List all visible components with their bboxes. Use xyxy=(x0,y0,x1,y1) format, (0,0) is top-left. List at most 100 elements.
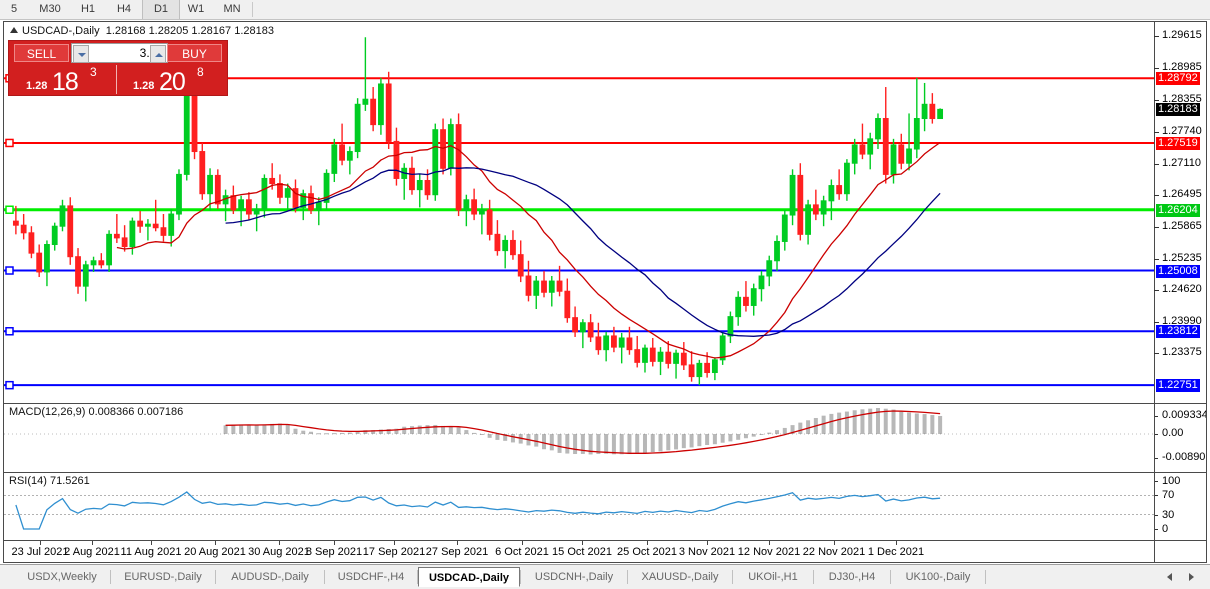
buy-button[interactable]: BUY xyxy=(167,44,222,62)
time-tick-label: 15 Oct 2021 xyxy=(552,546,612,558)
tabs-scroll-right-button[interactable] xyxy=(1186,571,1198,583)
buy-price-quote[interactable]: 1.28 20 8 xyxy=(119,65,224,96)
chart-tab-usdcnh-daily[interactable]: USDCNH-,Daily xyxy=(534,571,614,583)
hline-support-2[interactable] xyxy=(4,327,1154,336)
candle xyxy=(121,225,128,252)
chart-tab-usdx-weekly[interactable]: USDX,Weekly xyxy=(27,571,97,583)
macd-tick-label: 0.00 xyxy=(1162,427,1184,439)
price-tag-blue[interactable]: 1.22751 xyxy=(1156,379,1200,393)
timeframe-5[interactable]: 5 xyxy=(10,3,18,15)
timeframe-d1[interactable]: D1 xyxy=(142,0,180,19)
hline-resistance-2[interactable] xyxy=(4,138,1154,148)
timeframe-m30[interactable]: M30 xyxy=(39,3,61,15)
volume-stepper[interactable]: 3.00 xyxy=(71,43,168,63)
candle xyxy=(611,326,617,353)
hline-support-1[interactable] xyxy=(4,266,1154,275)
collapse-triangle-icon[interactable] xyxy=(10,27,18,33)
chart-tab-dj30-h4[interactable]: DJ30-,H4 xyxy=(828,571,876,583)
chart-tab-usdcad-daily[interactable]: USDCAD-,Daily xyxy=(418,567,520,587)
rsi-tick-label: 30 xyxy=(1162,508,1175,521)
chart-tab-ukoil-h1[interactable]: UKOil-,H1 xyxy=(748,571,798,583)
time-tick xyxy=(582,541,583,545)
price-tick xyxy=(1154,131,1159,133)
macd-pane[interactable]: MACD(12,26,9) 0.008366 0.007186 0.009334… xyxy=(4,403,1206,472)
timeframe-h1[interactable]: H1 xyxy=(80,3,96,15)
chart-symbol-label: USDCAD-,Daily xyxy=(22,25,100,37)
one-click-trading-panel[interactable]: SELL 3.00 BUY 1.28 18 3 1.28 20 8 xyxy=(8,40,228,96)
price-tag-green[interactable]: 1.26204 xyxy=(1156,203,1200,217)
time-tick-label: 11 Aug 2021 xyxy=(120,546,182,558)
time-tick xyxy=(896,541,897,545)
chart-tab-xauusd-daily[interactable]: XAUUSD-,Daily xyxy=(641,571,719,583)
macd-tick xyxy=(1154,434,1158,435)
candle xyxy=(292,179,299,213)
rsi-pane[interactable]: RSI(14) 71.5261 100 70 30 0 xyxy=(4,472,1206,540)
tab-divider xyxy=(985,570,986,584)
candle xyxy=(331,138,338,183)
candle xyxy=(323,169,330,210)
sell-price-big: 18 xyxy=(52,68,79,96)
price-tick-label: 1.23375 xyxy=(1162,346,1202,359)
volume-increment-button[interactable] xyxy=(150,45,166,63)
candle xyxy=(354,98,361,159)
macd-hist-bar xyxy=(542,434,547,450)
candle xyxy=(168,208,175,247)
candle xyxy=(214,169,221,209)
tab-divider xyxy=(890,570,891,584)
tab-divider xyxy=(417,570,418,584)
price-tick xyxy=(1154,100,1159,102)
time-tick xyxy=(92,541,93,545)
candle xyxy=(665,341,672,369)
volume-decrement-button[interactable] xyxy=(73,45,89,63)
candle xyxy=(750,283,757,316)
candle xyxy=(851,138,858,175)
time-axis: 23 Jul 2021 2 Aug 2021 11 Aug 2021 20 Aug 2… xyxy=(4,540,1206,563)
candle xyxy=(199,142,206,200)
macd-label: MACD(12,26,9) 0.008366 0.007186 xyxy=(9,406,184,418)
price-tag-blue[interactable]: 1.25008 xyxy=(1156,264,1200,278)
candle xyxy=(261,174,268,218)
candle xyxy=(137,210,144,233)
macd-hist-bar xyxy=(495,434,500,440)
macd-hist-bar xyxy=(394,428,399,434)
macd-hist-bar xyxy=(829,413,834,434)
price-tick xyxy=(1154,163,1159,165)
macd-hist-bar xyxy=(899,411,904,434)
candle xyxy=(416,174,423,208)
sell-price-quote[interactable]: 1.28 18 3 xyxy=(12,65,117,96)
candle xyxy=(634,335,641,368)
chart-tab-uk100-daily[interactable]: UK100-,Daily xyxy=(905,571,971,583)
candle xyxy=(385,71,392,149)
price-tag-red[interactable]: 1.27519 xyxy=(1156,136,1200,150)
price-tag-red[interactable]: 1.28792 xyxy=(1156,72,1200,86)
timeframe-mn[interactable]: MN xyxy=(223,3,241,15)
macd-hist-bar xyxy=(883,408,888,434)
sell-button[interactable]: SELL xyxy=(14,44,69,62)
chevron-up-icon xyxy=(155,53,163,57)
timeframe-h4[interactable]: H4 xyxy=(116,3,132,15)
candle xyxy=(478,203,485,235)
price-tag-blue[interactable]: 1.23812 xyxy=(1156,325,1200,339)
macd-hist-bar xyxy=(425,425,430,434)
candle xyxy=(867,132,874,170)
chart-tab-usdchf-h4[interactable]: USDCHF-,H4 xyxy=(337,571,405,583)
chevron-left-icon xyxy=(1167,573,1172,581)
tabs-scroll-left-button[interactable] xyxy=(1164,571,1176,583)
candle xyxy=(145,219,151,241)
macd-hist-bar xyxy=(355,431,360,434)
timeframe-w1[interactable]: W1 xyxy=(187,3,205,15)
price-pane[interactable]: USDCAD-,Daily 1.28168 1.28205 1.28167 1.… xyxy=(4,22,1206,403)
hline-support-3[interactable] xyxy=(4,380,1154,390)
chart-tab-eurusd-daily[interactable]: EURUSD-,Daily xyxy=(124,571,202,583)
price-tick-label: 1.29615 xyxy=(1162,29,1202,42)
candle xyxy=(766,255,773,287)
macd-hist-bar xyxy=(239,424,244,434)
macd-tick-label: -0.008901 xyxy=(1162,451,1206,463)
macd-hist-bar xyxy=(844,411,849,434)
hline-pivot[interactable] xyxy=(4,205,1154,215)
candle xyxy=(36,244,43,278)
price-tag-black[interactable]: 1.28183 xyxy=(1156,103,1200,117)
candle xyxy=(680,342,687,370)
candle xyxy=(774,235,780,271)
chart-tab-audusd-daily[interactable]: AUDUSD-,Daily xyxy=(231,571,309,583)
